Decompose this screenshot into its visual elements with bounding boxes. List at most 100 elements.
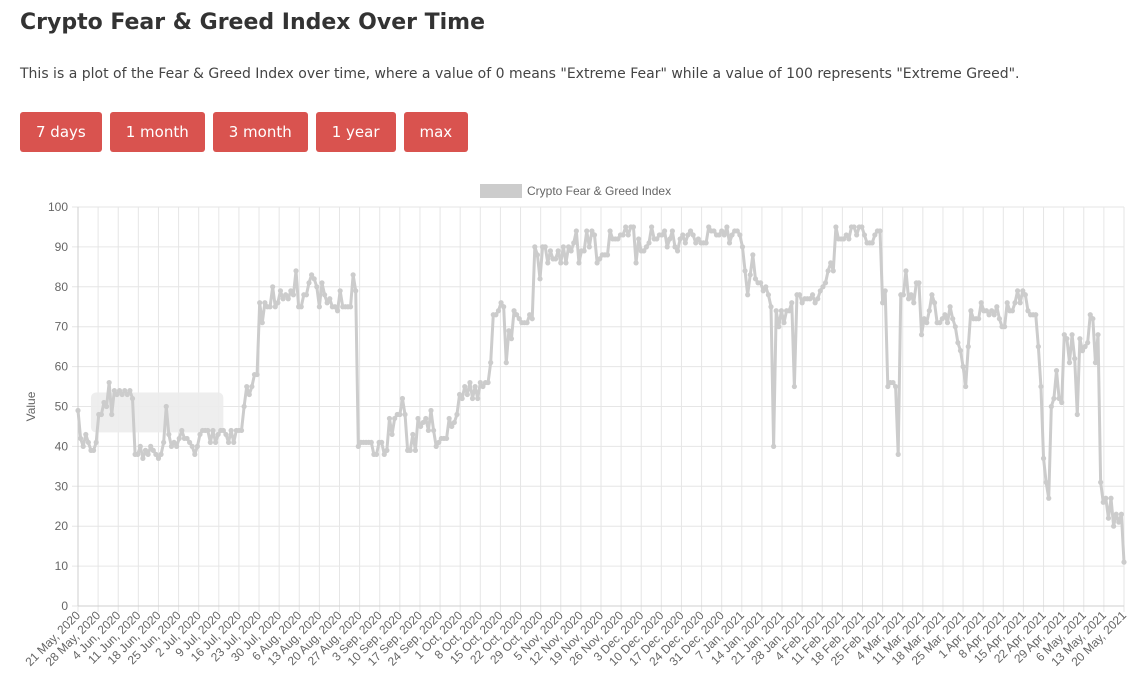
y-tick-label: 100 [48, 200, 68, 214]
data-point [625, 232, 631, 238]
data-point [423, 415, 429, 422]
data-point [947, 304, 953, 310]
data-point [267, 304, 273, 310]
data-point [986, 312, 992, 318]
data-point [469, 395, 476, 402]
data-point [1059, 399, 1065, 406]
data-point [776, 324, 782, 330]
data-point [872, 232, 878, 238]
data-point [257, 300, 263, 306]
chart-series-layer [75, 224, 1127, 565]
data-point [288, 288, 294, 294]
data-point [116, 387, 123, 394]
data-point [584, 228, 590, 234]
data-point [122, 387, 128, 394]
data-point [262, 300, 268, 306]
data-point [220, 427, 226, 434]
data-point [880, 300, 886, 306]
data-point [1111, 523, 1117, 529]
data-point [916, 280, 922, 286]
range-max-button[interactable]: max [403, 112, 469, 152]
data-point [386, 415, 393, 422]
data-point [591, 232, 598, 238]
range-1-year-button[interactable]: 1 year [315, 112, 396, 152]
data-point [488, 360, 494, 366]
data-point [729, 232, 735, 238]
data-point [721, 232, 727, 238]
y-tick-label: 20 [55, 519, 69, 533]
range-3-month-button[interactable]: 3 month [212, 112, 308, 152]
data-point [659, 232, 665, 238]
data-point [877, 228, 883, 234]
data-point [142, 447, 149, 453]
data-point [168, 443, 175, 449]
data-point [760, 288, 766, 294]
data-point [184, 435, 190, 442]
data-point [620, 232, 626, 238]
data-point [890, 379, 896, 386]
data-point [425, 427, 431, 434]
data-point [155, 455, 162, 461]
data-point [228, 427, 234, 434]
data-point [581, 248, 587, 254]
data-point [830, 268, 836, 274]
data-point [1043, 479, 1049, 485]
data-point [454, 411, 460, 418]
data-point [527, 312, 533, 318]
data-point [615, 236, 621, 242]
tooltip-box [90, 392, 224, 433]
data-point [436, 439, 442, 446]
data-point [397, 411, 403, 418]
data-point [85, 439, 91, 446]
data-point [1090, 316, 1096, 322]
range-button-group: 7 days 1 month 3 month 1 year max [20, 112, 469, 152]
data-point [900, 292, 906, 298]
data-point [246, 391, 252, 398]
data-point [989, 308, 995, 314]
data-point [1017, 300, 1023, 306]
data-point [537, 276, 543, 282]
data-point [815, 296, 821, 302]
data-point [739, 244, 746, 250]
data-point [589, 228, 595, 234]
data-point [646, 240, 652, 246]
data-point [672, 244, 678, 250]
data-point [353, 288, 359, 294]
data-point [135, 451, 141, 457]
data-point [428, 407, 434, 414]
page-description: This is a plot of the Fear & Greed Index… [20, 66, 1020, 82]
data-point [778, 308, 784, 314]
data-point [337, 288, 343, 294]
data-point [607, 228, 613, 234]
data-point [106, 379, 112, 386]
data-point [98, 411, 104, 418]
data-point [963, 383, 969, 390]
data-point [547, 248, 553, 254]
data-point [145, 451, 151, 457]
range-7-days-button[interactable]: 7 days [20, 112, 102, 152]
range-1-month-button[interactable]: 1 month [109, 112, 205, 152]
data-point [861, 232, 868, 238]
data-point [275, 300, 281, 306]
data-point [649, 224, 655, 230]
y-tick-label: 0 [61, 599, 68, 613]
data-point [843, 232, 849, 238]
data-point [529, 316, 535, 322]
data-point [771, 443, 777, 449]
data-point [716, 232, 722, 238]
data-point [194, 443, 200, 449]
chart-legend[interactable]: Crypto Fear & Greed Index [480, 184, 671, 198]
data-point [1035, 344, 1041, 350]
data-point [223, 431, 229, 438]
data-point [1087, 312, 1093, 318]
data-point [682, 240, 688, 246]
data-point [1020, 288, 1026, 294]
data-point [207, 439, 213, 446]
data-point [978, 300, 984, 306]
data-point [1085, 340, 1091, 346]
chart-annotation-layer [90, 392, 224, 433]
data-point [623, 224, 629, 230]
data-point [176, 435, 182, 442]
data-point [303, 292, 310, 298]
